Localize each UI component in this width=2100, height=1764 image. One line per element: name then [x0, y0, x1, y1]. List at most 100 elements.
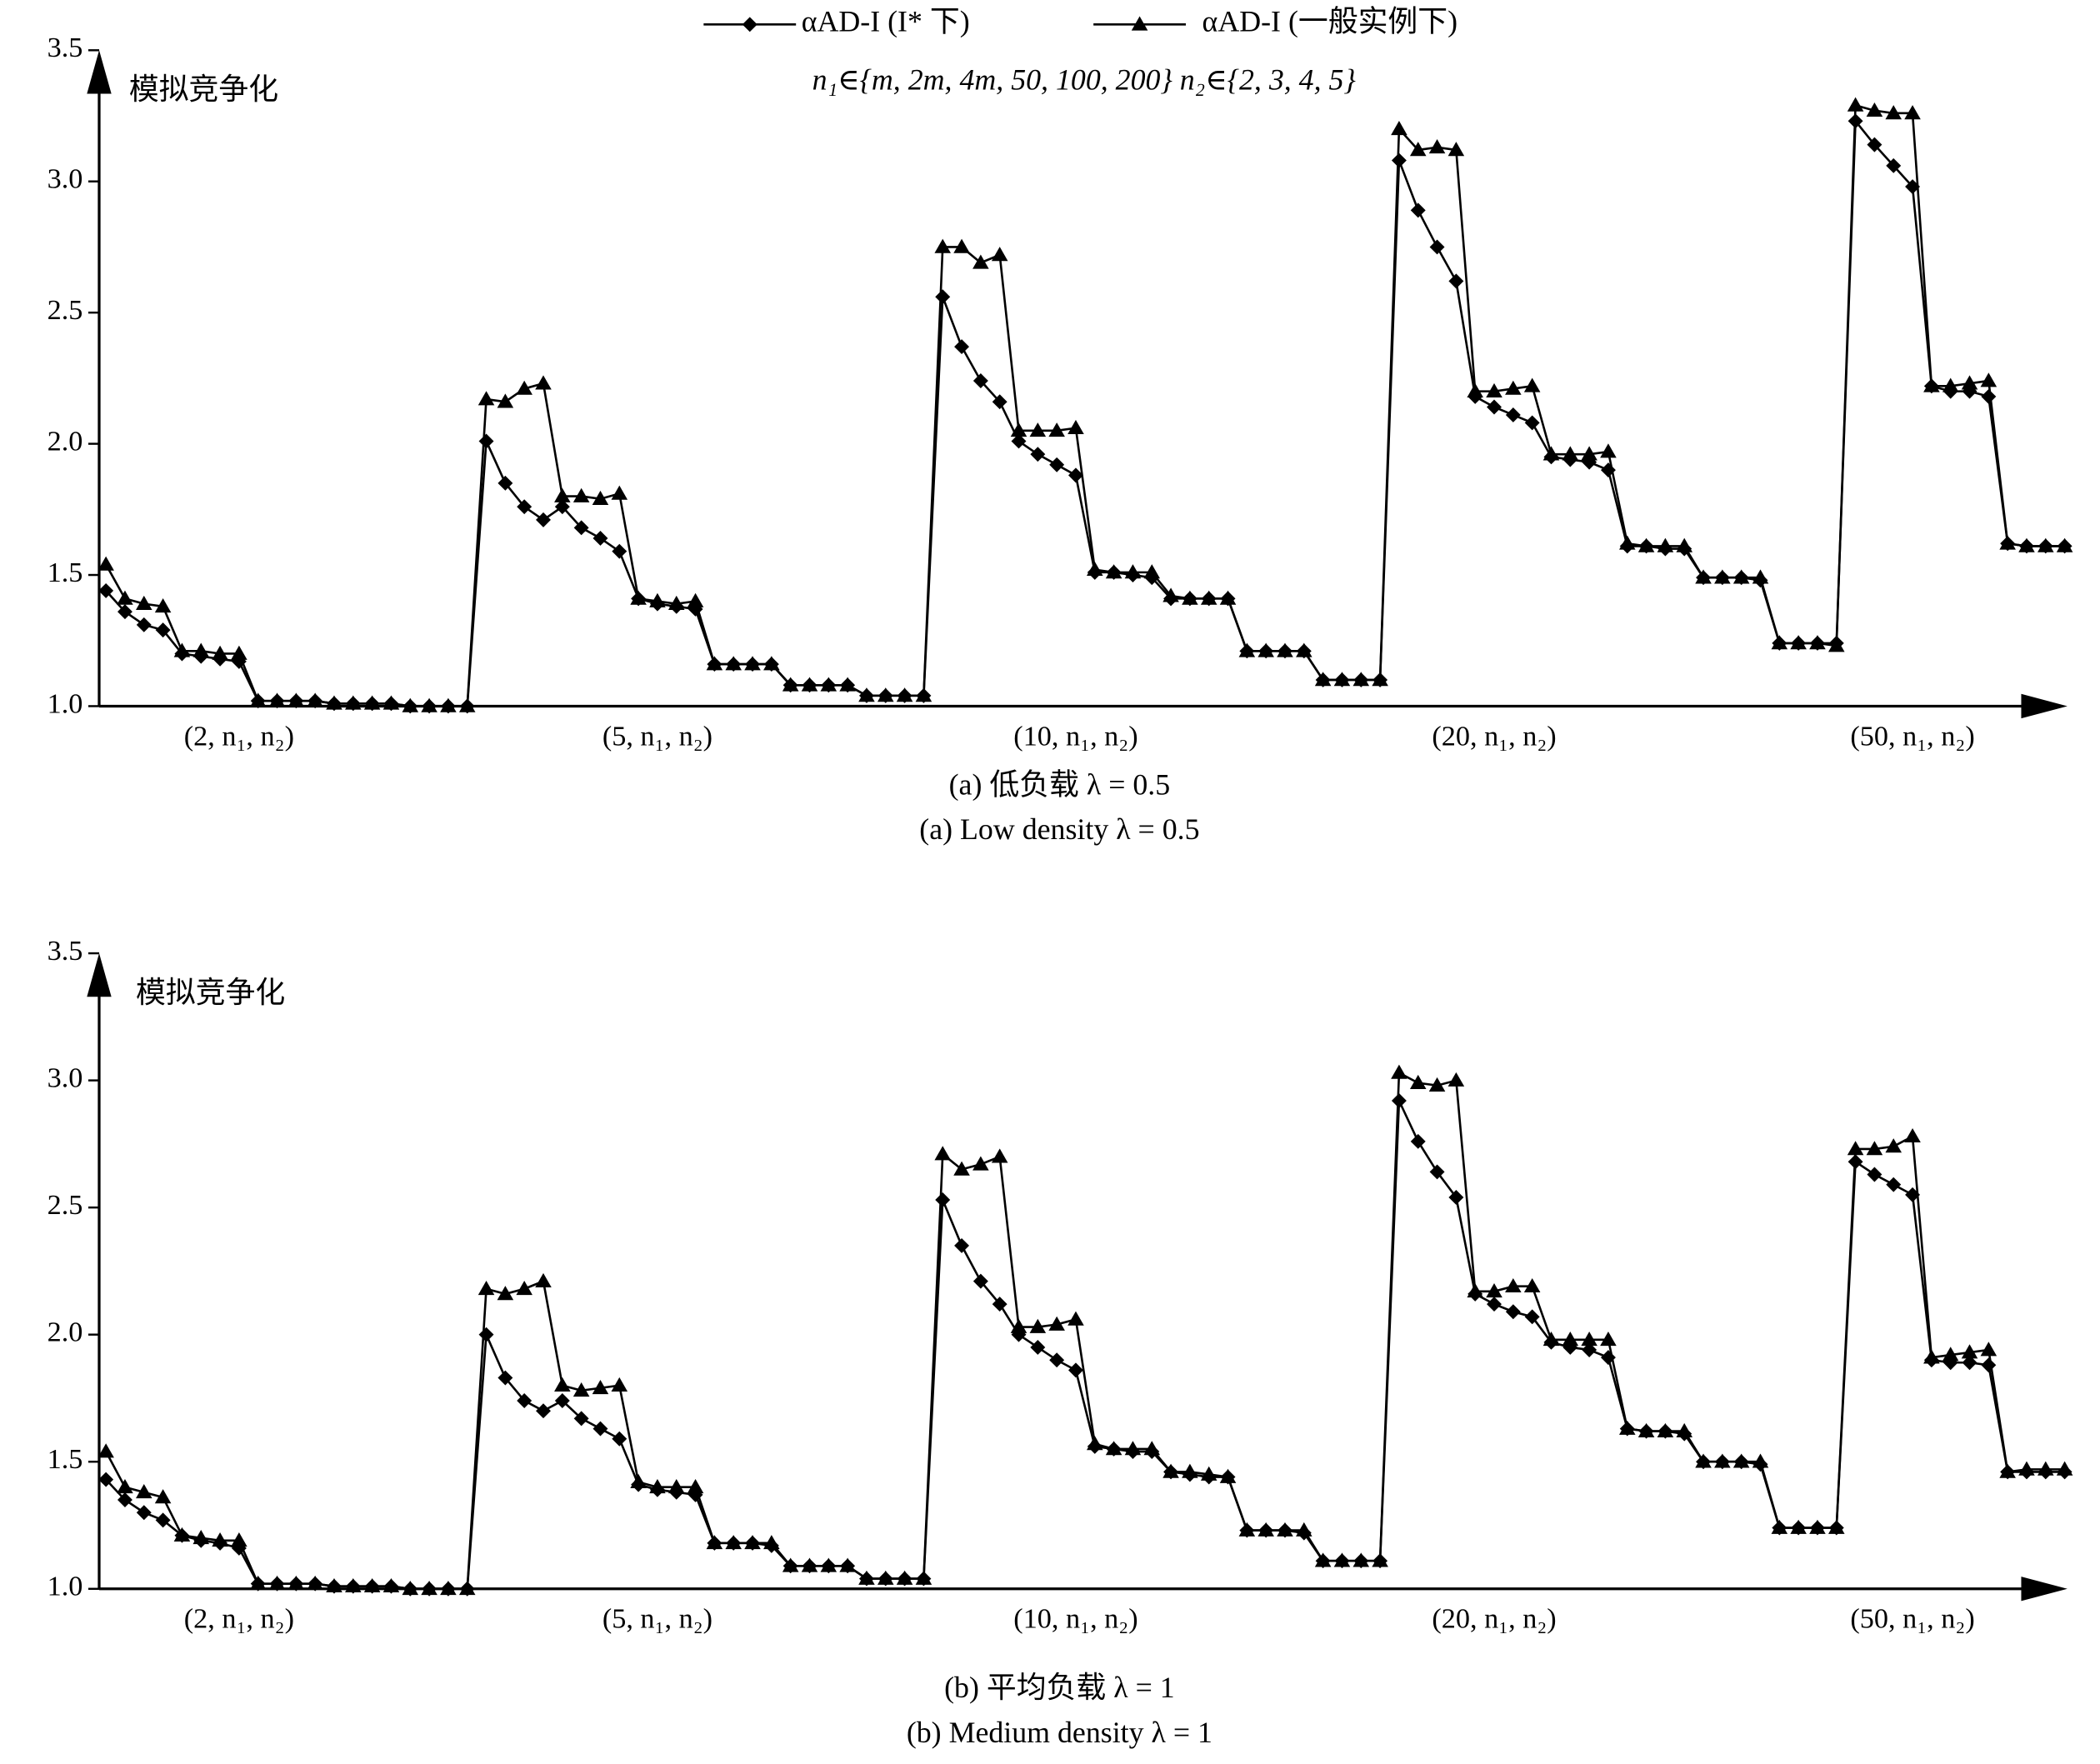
- triangle-marker: [1885, 105, 1902, 120]
- triangle-marker: [1790, 1519, 1807, 1534]
- triangle-marker: [117, 590, 133, 605]
- diamond-marker: [573, 1411, 589, 1427]
- triangle-marker: [1238, 1522, 1256, 1537]
- triangle-marker: [1200, 590, 1218, 605]
- triangle-marker: [1752, 1453, 1769, 1468]
- triangle-marker: [1942, 377, 1959, 392]
- triangle-marker: [1010, 422, 1028, 437]
- diamond-marker: [1030, 1339, 1046, 1355]
- triangle-marker: [1314, 672, 1332, 687]
- triangle-marker: [1714, 569, 1731, 584]
- triangle-marker: [668, 1478, 685, 1494]
- triangle-marker: [1866, 102, 1883, 117]
- diamond-marker: [954, 339, 970, 355]
- triangle-marker: [1657, 537, 1674, 552]
- triangle-marker: [611, 1377, 628, 1392]
- triangle-marker: [1048, 1316, 1065, 1331]
- triangle-marker: [630, 590, 647, 605]
- triangle-marker: [1200, 1466, 1218, 1481]
- triangle-marker: [1505, 1277, 1522, 1293]
- triangle-marker: [649, 592, 666, 607]
- triangle-marker: [1105, 1441, 1122, 1456]
- triangle-marker: [1258, 642, 1274, 657]
- triangle-marker: [478, 1280, 495, 1296]
- triangle-marker: [725, 656, 742, 671]
- y-tick-label: 1.5: [48, 557, 83, 588]
- diamond-marker: [1410, 1133, 1426, 1149]
- triangle-marker: [1068, 1311, 1084, 1326]
- y-tick-label: 2.0: [48, 1317, 83, 1348]
- diamond-marker: [742, 17, 758, 32]
- triangle-marker: [440, 1580, 457, 1596]
- triangle-marker: [1923, 1349, 1940, 1364]
- diamond-marker: [972, 373, 988, 388]
- diamond-marker: [536, 512, 551, 527]
- triangle-marker: [1068, 419, 1084, 435]
- triangle-marker: [421, 1580, 438, 1596]
- diamond-marker: [1886, 1177, 1902, 1192]
- triangle-marker: [1542, 1332, 1560, 1347]
- diamond-marker: [498, 1370, 513, 1386]
- x-axis-arrow: [2021, 1577, 2068, 1602]
- triangle-marker: [1333, 1552, 1351, 1567]
- diamond-marker: [117, 604, 132, 620]
- diamond-marker: [136, 1505, 152, 1521]
- triangle-marker: [98, 1443, 114, 1458]
- diamond-marker: [136, 617, 152, 632]
- triangle-marker: [1131, 16, 1148, 31]
- y-tick-label: 3.5: [48, 936, 83, 967]
- triangle-marker: [1600, 443, 1617, 458]
- triangle-marker: [1505, 380, 1522, 395]
- triangle-marker: [801, 677, 818, 692]
- triangle-marker: [934, 1146, 952, 1161]
- triangle-marker: [1809, 1519, 1826, 1534]
- diamond-marker: [592, 1421, 608, 1437]
- triangle-marker: [611, 485, 628, 500]
- diamond-marker: [155, 1512, 171, 1528]
- diamond-marker: [1410, 202, 1426, 218]
- diamond-marker: [573, 520, 589, 536]
- diamond-marker: [935, 289, 951, 305]
- x-tick-label: (20, n₁, n₂): [1432, 721, 1556, 752]
- triangle-marker: [1999, 1463, 2016, 1478]
- diamond-marker: [1487, 399, 1502, 415]
- diamond-marker: [1030, 447, 1046, 462]
- triangle-marker: [288, 1575, 305, 1590]
- triangle-marker: [1828, 1519, 1845, 1534]
- triangle-marker: [991, 247, 1008, 262]
- triangle-marker: [345, 1577, 362, 1593]
- diamond-marker: [612, 543, 628, 559]
- triangle-marker: [1182, 1463, 1198, 1478]
- triangle-marker: [1010, 1318, 1028, 1333]
- triangle-marker: [497, 1286, 514, 1301]
- caption-en: (b) Medium density λ = 1: [907, 1716, 1212, 1749]
- triangle-marker: [1486, 382, 1502, 397]
- triangle-marker: [953, 1161, 970, 1176]
- triangle-marker: [1296, 1522, 1312, 1537]
- triangle-marker: [687, 592, 704, 607]
- triangle-marker: [1847, 97, 1864, 112]
- diamond-marker: [954, 1237, 970, 1253]
- triangle-marker: [820, 677, 838, 692]
- triangle-marker: [363, 1577, 381, 1593]
- triangle-marker: [1618, 535, 1636, 550]
- y-axis-label: 模拟竞争化: [136, 976, 285, 1009]
- caption: (a) 低负载 λ = 0.5: [949, 767, 1171, 801]
- triangle-marker: [1562, 1332, 1579, 1347]
- triangle-marker: [1999, 535, 2016, 550]
- triangle-marker: [1752, 569, 1769, 584]
- triangle-marker: [212, 645, 228, 660]
- triangle-marker: [1391, 1064, 1408, 1079]
- triangle-marker: [98, 556, 114, 571]
- diamond-marker: [498, 475, 513, 491]
- triangle-marker: [402, 1580, 419, 1596]
- triangle-marker: [516, 380, 532, 395]
- triangle-marker: [136, 1484, 152, 1499]
- triangle-marker: [572, 1382, 590, 1397]
- triangle-marker: [1219, 1468, 1237, 1483]
- triangle-marker: [744, 1535, 761, 1550]
- triangle-marker: [288, 692, 305, 707]
- triangle-marker: [1732, 1453, 1750, 1468]
- series-line: [105, 103, 2065, 707]
- triangle-marker: [972, 1156, 989, 1171]
